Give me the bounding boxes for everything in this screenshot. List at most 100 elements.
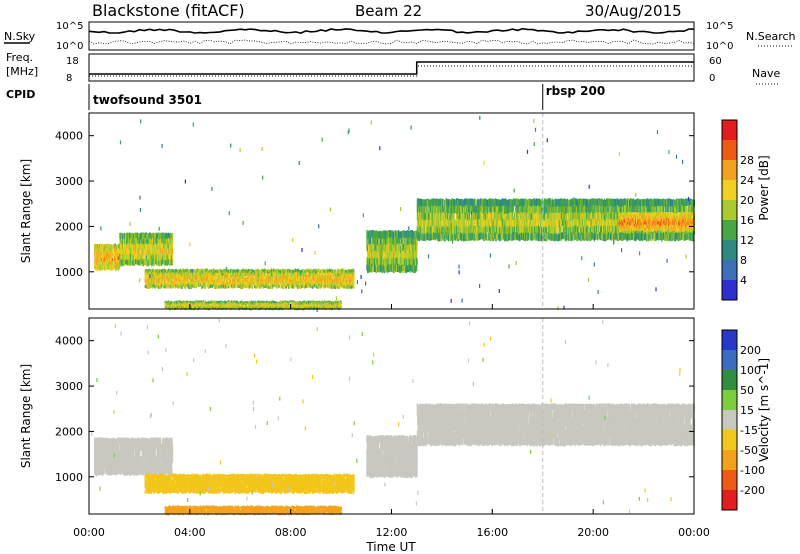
data-cell — [177, 273, 179, 277]
data-cell — [156, 255, 158, 261]
data-cell — [154, 244, 156, 250]
data-cell — [125, 232, 127, 239]
data-cell — [143, 238, 145, 244]
data-cell — [179, 300, 181, 302]
data-cell — [180, 272, 182, 276]
data-cell — [94, 265, 97, 270]
data-cell — [123, 238, 125, 244]
data-cell — [168, 300, 170, 302]
data-cell — [168, 274, 170, 278]
data-cell — [279, 285, 281, 289]
data-cell — [160, 238, 162, 244]
nsky-panel — [88, 21, 695, 51]
data-cell — [158, 272, 161, 276]
data-cell — [157, 275, 159, 279]
data-cell — [200, 280, 203, 284]
data-cell — [140, 232, 142, 238]
data-cell — [148, 244, 151, 250]
data-cell — [112, 252, 114, 257]
data-cell — [201, 273, 203, 277]
data-cell — [217, 285, 219, 288]
data-cell — [102, 257, 104, 262]
data-cell — [161, 259, 164, 265]
data-cell — [111, 261, 113, 266]
data-cell — [203, 282, 205, 286]
data-cell — [147, 254, 150, 260]
data-cell — [123, 243, 125, 250]
data-cell — [117, 266, 119, 271]
data-cell — [291, 300, 293, 302]
data-cell — [120, 254, 123, 260]
data-cell — [224, 275, 226, 279]
data-cell — [170, 281, 172, 285]
freq-unit: [MHz] — [6, 65, 38, 78]
data-cell — [125, 254, 127, 261]
data-cell — [190, 280, 192, 284]
data-cell — [163, 248, 165, 254]
data-cell — [204, 271, 206, 275]
data-cell — [282, 303, 284, 305]
data-cell — [155, 284, 157, 288]
data-cell — [250, 300, 253, 302]
data-cell — [174, 270, 177, 274]
data-cell — [193, 284, 195, 288]
data-cell — [194, 269, 196, 273]
data-cell — [291, 306, 293, 309]
data-cell — [100, 248, 103, 253]
data-cell — [162, 253, 165, 260]
data-cell — [120, 242, 122, 249]
data-cell — [157, 253, 160, 259]
data-cell — [282, 300, 284, 302]
data-cell — [225, 285, 227, 289]
data-cell — [200, 268, 203, 272]
nsearch-tick-top: 10^5 — [706, 21, 733, 32]
data-cell — [153, 244, 155, 251]
data-cell — [156, 269, 158, 273]
data-cell — [186, 278, 188, 282]
data-cell — [97, 262, 99, 267]
data-cell — [155, 249, 158, 255]
data-cell — [96, 264, 98, 269]
data-cell — [139, 238, 141, 245]
data-cell — [211, 284, 214, 288]
data-cell — [210, 272, 213, 276]
data-cell — [160, 276, 162, 280]
data-cell — [182, 268, 185, 272]
data-cell — [219, 268, 221, 272]
data-cell — [200, 306, 203, 308]
data-cell — [217, 281, 219, 285]
data-cell — [175, 269, 177, 272]
data-cell — [332, 269, 335, 273]
data-cell — [138, 232, 140, 239]
data-cell — [135, 253, 137, 260]
data-cell — [336, 275, 338, 279]
data-cell — [345, 279, 347, 283]
data-cell — [165, 271, 167, 275]
data-cell — [353, 285, 355, 289]
data-cell — [129, 248, 132, 255]
data-cell — [94, 248, 96, 253]
data-cell — [161, 284, 164, 288]
data-cell — [155, 243, 157, 249]
data-cell — [95, 253, 98, 259]
data-cell — [98, 248, 100, 253]
data-cell — [155, 259, 158, 266]
data-cell — [144, 284, 147, 288]
data-cell — [166, 282, 168, 286]
data-cell — [109, 264, 111, 269]
data-cell — [207, 281, 209, 285]
data-cell — [204, 285, 206, 289]
data-cell — [195, 276, 197, 280]
data-cell — [115, 258, 117, 263]
data-cell — [158, 250, 161, 256]
data-cell — [278, 282, 280, 286]
data-cell — [338, 268, 340, 272]
data-cell — [96, 260, 98, 265]
data-cell — [187, 283, 190, 287]
data-cell — [128, 249, 130, 256]
data-cell — [205, 281, 207, 284]
data-cell — [150, 281, 152, 285]
data-cell — [155, 275, 157, 279]
data-cell — [189, 273, 191, 277]
data-cell — [157, 271, 159, 275]
